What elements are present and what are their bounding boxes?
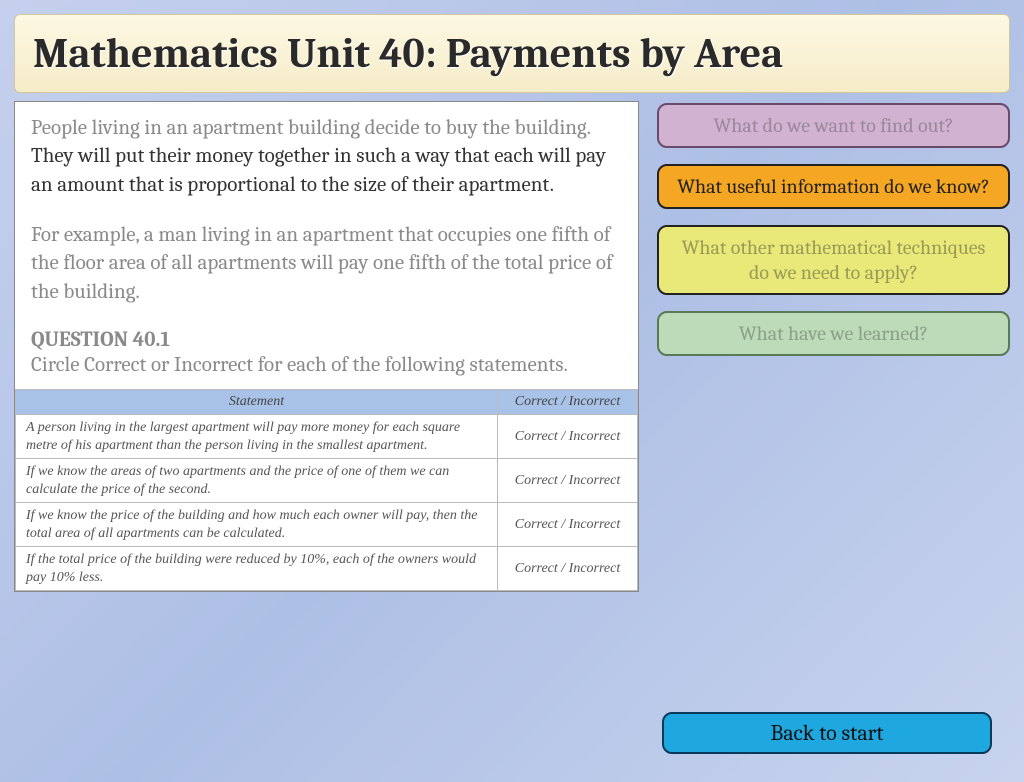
title-bar: Mathematics Unit 40: Payments by Area: [14, 14, 1010, 93]
nav-learned-button[interactable]: What have we learned?: [657, 311, 1010, 356]
question-text: Circle Correct or Incorrect for each of …: [31, 352, 622, 379]
answer-cell[interactable]: Correct / Incorrect: [498, 415, 638, 459]
nav-useful-info-button[interactable]: What useful information do we know?: [657, 164, 1010, 209]
intro-dark: They will put their money together in su…: [31, 144, 606, 196]
back-to-start-button[interactable]: Back to start: [662, 712, 992, 754]
question-sidebar: What do we want to find out? What useful…: [657, 101, 1010, 592]
answer-cell[interactable]: Correct / Incorrect: [498, 547, 638, 591]
statement-cell: If we know the areas of two apartments a…: [16, 459, 498, 503]
col-answer: Correct / Incorrect: [498, 390, 638, 415]
nav-find-out-button[interactable]: What do we want to find out?: [657, 103, 1010, 148]
statement-cell: If the total price of the building were …: [16, 547, 498, 591]
page-title: Mathematics Unit 40: Payments by Area: [33, 29, 991, 78]
answer-cell[interactable]: Correct / Incorrect: [498, 503, 638, 547]
nav-techniques-button[interactable]: What other mathematical techniques do we…: [657, 225, 1010, 295]
intro-grey: People living in an apartment building d…: [31, 116, 590, 140]
answer-cell[interactable]: Correct / Incorrect: [498, 459, 638, 503]
intro-paragraph: People living in an apartment building d…: [31, 114, 622, 199]
statement-cell: If we know the price of the building and…: [16, 503, 498, 547]
table-header-row: Statement Correct / Incorrect: [16, 390, 638, 415]
col-statement: Statement: [16, 390, 498, 415]
question-label: QUESTION 40.1: [31, 328, 622, 352]
table-row: If the total price of the building were …: [16, 547, 638, 591]
statements-table: Statement Correct / Incorrect A person l…: [15, 389, 638, 591]
table-row: A person living in the largest apartment…: [16, 415, 638, 459]
content-panel: People living in an apartment building d…: [14, 101, 639, 592]
table-row: If we know the price of the building and…: [16, 503, 638, 547]
main-area: People living in an apartment building d…: [0, 101, 1024, 592]
statement-cell: A person living in the largest apartment…: [16, 415, 498, 459]
table-row: If we know the areas of two apartments a…: [16, 459, 638, 503]
example-paragraph: For example, a man living in an apartmen…: [31, 221, 622, 306]
